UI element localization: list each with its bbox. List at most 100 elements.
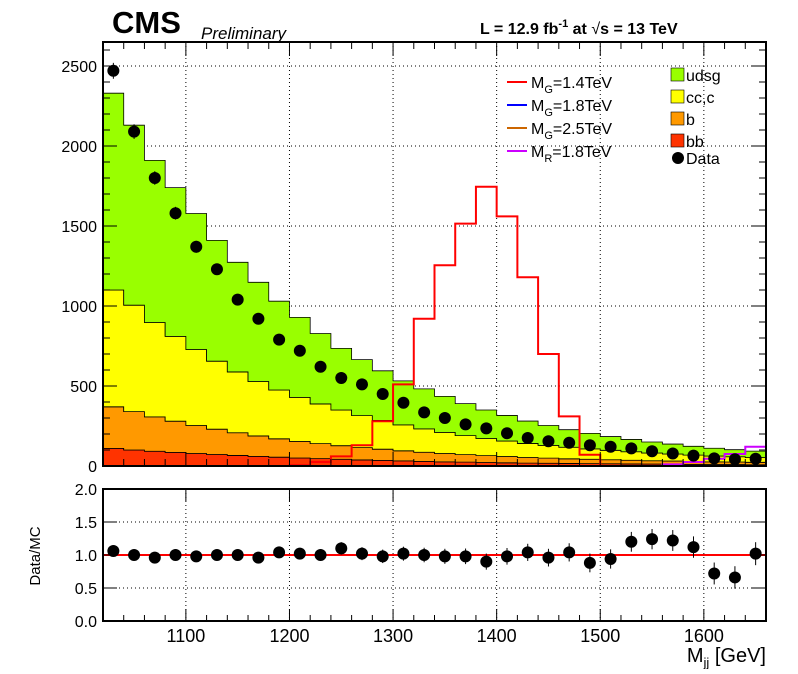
legend-stack-label-0: udsg [686,68,721,85]
lumi-at: at [568,21,591,38]
main-y-tick-label: 1000 [61,299,97,316]
data-point [231,293,244,306]
legend-stack-label-2: b [686,112,695,129]
ratio-point [355,547,368,560]
ratio-y-tick-label: 1.5 [75,515,97,532]
legend-signal-name: M [531,98,544,115]
data-point [480,422,493,435]
ratio-point [190,550,203,563]
legend-signal-mass: =1.8TeV [552,144,611,161]
x-axis-label-sub: jj [703,655,710,669]
ratio-point [480,555,493,568]
ratio-point [252,551,265,564]
legend-signal-name: M [531,75,544,92]
data-point [728,453,741,466]
ratio-y-tick-label: 0.5 [75,581,97,598]
data-point [210,263,223,276]
data-point [459,418,472,431]
legend-stack-label-1: cc,c [686,90,714,107]
data-point [293,344,306,357]
data-point [418,406,431,419]
data-point [273,333,286,346]
legend-signal-label-2: MG=2.5TeV [531,121,612,142]
status-label: Preliminary [201,24,288,43]
data-point [355,378,368,391]
lumi-exponent: -1 [558,18,568,30]
legend: MG=1.4TeVMG=1.8TeVMG=2.5TeVMR=1.8TeVudsg… [507,67,721,168]
ratio-point [542,551,555,564]
legend-signal-sub: G [544,84,553,96]
ratio-point [438,550,451,563]
data-point [625,442,638,455]
data-point [666,447,679,460]
experiment-label: CMS [112,5,181,40]
data-point [190,240,203,253]
x-axis-label: Mjj [GeV] [687,645,766,669]
data-point [438,412,451,424]
legend-signal-label-1: MG=1.8TeV [531,98,612,119]
data-point [169,207,182,220]
legend-signal-sub: G [544,107,553,119]
legend-swatch-3 [670,133,685,148]
x-tick-label: 1200 [269,626,309,646]
ratio-point [666,534,679,547]
main-y-tick-label: 500 [70,379,97,396]
data-point [314,360,327,373]
ratio-point [563,546,576,559]
data-point [687,449,700,462]
legend-signal-sub: G [544,130,553,142]
ratio-point [418,549,431,561]
legend-signal-label-3: MR=1.8TeV [531,144,612,165]
data-point [148,172,161,184]
legend-swatch-2 [670,111,685,126]
ratio-point [128,549,141,561]
ratio-point [210,549,223,561]
ratio-point [273,546,286,559]
ratio-y-tick-label: 2.0 [75,482,97,499]
ratio-point [293,547,306,560]
legend-signal-name: M [531,144,544,161]
main-axis-ticks: 0 500 1000 1500 2000 2500 [61,42,767,476]
ratio-point [749,547,762,560]
data-point [583,439,596,452]
data-point [501,427,514,440]
data-point [521,432,534,444]
legend-signal-label-0: MG=1.4TeV [531,75,612,96]
ratio-point [397,547,410,560]
ratio-y-axis-label: Data/MC [27,526,44,585]
ratio-point [459,550,472,563]
data-point [128,125,141,138]
data-point [376,388,389,400]
legend-stack-label-3: bb [686,134,704,151]
x-tick-label: 1500 [580,626,620,646]
ratio-point [708,567,721,580]
data-point [708,452,721,465]
x-tick-label: 1600 [684,626,724,646]
legend-data-marker [672,152,684,164]
x-tick-label: 1400 [477,626,517,646]
ratio-point [604,552,617,565]
legend-data-label: Data [686,151,720,168]
data-point [107,64,120,77]
data-point [397,396,410,409]
legend-signal-name: M [531,121,544,138]
legend-signal-mass: =1.8TeV [553,98,612,115]
data-point [749,452,762,465]
ratio-point [376,550,389,563]
lumi-prefix: L = 12.9 fb [480,21,559,38]
data-point [563,436,576,449]
data-point [335,372,348,384]
legend-swatch-1 [670,89,685,104]
ratio-point [646,533,659,546]
ratio-point [583,556,596,569]
ratio-point [231,549,244,561]
ratio-point [501,550,514,563]
data-point [646,445,659,458]
main-y-tick-label: 0 [88,459,97,476]
ratio-point [314,549,327,561]
x-tick-label: 1300 [373,626,413,646]
